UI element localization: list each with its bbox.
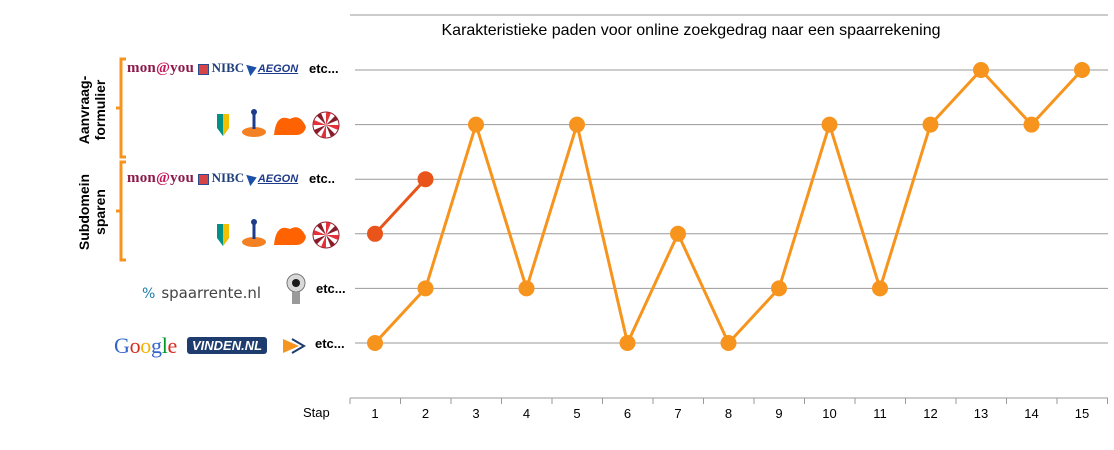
row-sparen-banken-fortis-segment — [326, 235, 336, 248]
etc-label-row2: etc... — [316, 281, 346, 296]
series-2-point — [367, 225, 383, 242]
moneyou-logo: mon@you — [127, 60, 195, 76]
row-aanvraag-banken-ing-lion-icon — [274, 117, 306, 135]
x-tick-label: 6 — [624, 406, 631, 421]
group-label-aanvraag-line1: Aanvraag- — [76, 75, 92, 145]
brand-row-sparen-intermediairs: mon@you NIBC AEGON — [127, 170, 298, 187]
nibc-logo: NIBC — [198, 170, 245, 185]
series-1-point — [821, 116, 838, 133]
x-tick-label: 4 — [523, 406, 530, 421]
row-aanvraag-banken-fortis-segment — [326, 112, 331, 125]
row-aanvraag-banken-fortis-segment — [326, 125, 336, 138]
etc-label-row4: etc.. — [309, 171, 336, 186]
row-aanvraag-banken-fortis-segment — [321, 125, 326, 138]
group-label-subdomein-sparen: Subdomein sparen — [76, 162, 108, 262]
row-sparen-banken-fortis-segment — [316, 222, 326, 235]
x-tick-label: 3 — [472, 406, 479, 421]
aegon-logo: AEGON — [248, 63, 298, 75]
x-tick-label: 2 — [422, 406, 429, 421]
vinden-logo: VINDEN.NL — [187, 337, 268, 354]
moneyou-logo: mon@you — [127, 170, 195, 186]
x-tick-label: 1 — [371, 406, 378, 421]
row-sparen-banken-fortis-segment — [326, 222, 331, 235]
x-tick-label: 5 — [573, 406, 580, 421]
x-tick-label: 13 — [974, 406, 988, 421]
bracket-subdomein-sparen — [116, 160, 126, 262]
row-aanvraag-banken-fortis-segment — [326, 125, 339, 130]
series-1-point — [468, 116, 484, 133]
row-sparen-banken-ing-lion-icon — [274, 227, 306, 245]
spaarrente-camera-lens — [292, 279, 300, 287]
series-2-line — [373, 178, 427, 235]
x-tick-label: 12 — [923, 406, 937, 421]
group-label-aanvraagformulier: Aanvraag- formulier — [76, 60, 108, 160]
x-axis-label: Stap — [303, 405, 330, 420]
aegon-logo: AEGON — [248, 173, 298, 185]
etc-label-row1: etc... — [315, 336, 345, 351]
row-aanvraag-banken-rabobank-head — [251, 109, 257, 115]
x-tick-label: 9 — [775, 406, 782, 421]
series-1-point — [569, 116, 585, 133]
chart-title: Karakteristieke paden voor online zoekge… — [441, 22, 941, 39]
series-1-point — [973, 62, 989, 78]
row-aanvraag-banken-rabobank-icon — [242, 127, 266, 137]
row-sparen-banken-fortis-segment — [321, 235, 326, 248]
row-sparen-banken-abn-amro-icon-half — [223, 224, 229, 246]
group-label-subdomein-line2: sparen — [92, 189, 108, 235]
arrow-logo-chevron-icon — [291, 338, 306, 354]
series-1-point — [670, 225, 686, 242]
row-aanvraag-banken-fortis-segment — [316, 112, 326, 125]
group-label-subdomein-line1: Subdomein — [76, 173, 92, 251]
bracket-aanvraagformulier — [116, 57, 126, 159]
row-sparen-banken-fortis-segment — [313, 230, 326, 235]
etc-label-row6: etc... — [309, 61, 339, 76]
google-logo: Google — [114, 333, 177, 358]
series-1-point — [771, 280, 787, 297]
series-1-point — [417, 280, 434, 297]
series-1-point — [619, 335, 636, 351]
series-1-point — [518, 280, 535, 297]
group-label-aanvraag-line2: formulier — [92, 79, 108, 141]
x-tick-label: 8 — [725, 406, 732, 421]
series-1-point — [922, 116, 939, 133]
row-sparen-banken-fortis-segment — [313, 235, 326, 245]
brand-row-aanvraag-intermediairs: mon@you NIBC AEGON — [127, 60, 298, 77]
x-tick-label: 14 — [1024, 406, 1038, 421]
row-sparen-banken-fortis-segment — [326, 235, 339, 240]
row-sparen-banken-fortis-segment — [326, 225, 339, 235]
series-1-point — [1074, 62, 1090, 78]
series-1-point — [720, 335, 737, 351]
row-aanvraag-banken-fortis-segment — [326, 115, 339, 125]
row-aanvraag-banken-fortis-segment — [313, 120, 326, 125]
series-1-point — [367, 335, 383, 351]
row-sparen-banken-rabobank-head — [251, 219, 257, 225]
series-2-point — [417, 171, 434, 188]
row-aanvraag-banken-fortis-segment — [313, 125, 326, 135]
x-tick-label: 10 — [822, 406, 836, 421]
spaarrente-logo: % spaarrente.nl — [142, 284, 262, 302]
x-tick-label: 11 — [873, 406, 887, 421]
x-tick-label: 7 — [674, 406, 681, 421]
spaarrente-camera-stand — [292, 292, 300, 304]
x-tick-label: 15 — [1075, 406, 1089, 421]
arrow-logo-icon — [283, 339, 299, 353]
series-1-point — [872, 280, 888, 297]
row-sparen-banken-rabobank-icon — [242, 237, 266, 247]
row-aanvraag-banken-abn-amro-icon-half — [223, 114, 229, 136]
nibc-logo: NIBC — [198, 60, 245, 75]
series-1-point — [1023, 116, 1040, 133]
series-1-line — [373, 68, 1084, 345]
